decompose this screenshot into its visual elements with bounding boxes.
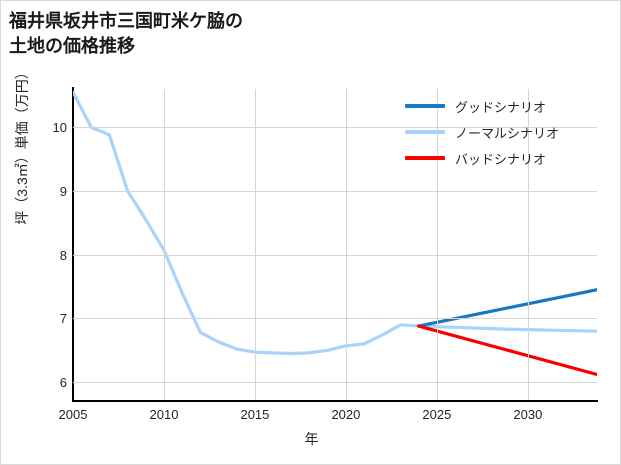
legend-label: バッドシナリオ — [455, 151, 547, 167]
x-tick-label: 2005 — [58, 407, 88, 422]
y-tick-label: 9 — [59, 183, 67, 199]
x-tick-label: 2010 — [149, 407, 179, 422]
series-lines — [73, 90, 597, 377]
gridline-horizontal — [73, 255, 597, 256]
series-line — [417, 324, 597, 377]
series-line — [417, 288, 597, 328]
y-tick-label: 8 — [59, 247, 67, 263]
legend-item[interactable]: グッドシナリオ — [405, 93, 605, 119]
gridline-vertical — [528, 89, 529, 400]
legend: グッドシナリオ ノーマルシナリオ バッドシナリオ — [405, 93, 605, 171]
y-axis-title: 坪（3.3㎡）単価（万円） — [14, 65, 30, 225]
gridline-horizontal — [73, 191, 597, 192]
legend-item[interactable]: ノーマルシナリオ — [405, 119, 605, 145]
legend-swatch-icon — [405, 104, 445, 108]
gridline-vertical — [164, 89, 165, 400]
page-title: 福井県坂井市三国町米ケ脇の 土地の価格推移 — [9, 11, 243, 56]
plot-area — [73, 89, 597, 400]
gridline-vertical — [255, 89, 256, 400]
x-tick-label: 2025 — [422, 407, 452, 422]
x-axis-title: 年 — [304, 431, 319, 447]
x-tick-label: 2015 — [240, 407, 270, 422]
y-axis-line — [72, 87, 74, 402]
y-tick-label: 7 — [59, 311, 67, 327]
x-tick-label: 2030 — [513, 407, 543, 422]
legend-swatch-icon — [405, 156, 445, 160]
legend-label: ノーマルシナリオ — [455, 125, 560, 141]
legend-swatch-icon — [405, 130, 445, 134]
legend-label: グッドシナリオ — [455, 99, 547, 115]
series-line — [73, 90, 597, 356]
y-tick-label: 10 — [52, 120, 67, 136]
x-tick-label: 2020 — [331, 407, 361, 422]
gridline-vertical — [346, 89, 347, 400]
gridline-vertical — [437, 89, 438, 400]
gridline-horizontal — [73, 382, 597, 383]
x-axis-line — [72, 400, 598, 402]
gridline-horizontal — [73, 318, 597, 319]
legend-item[interactable]: バッドシナリオ — [405, 145, 605, 171]
gridline-horizontal — [73, 127, 597, 128]
y-tick-label: 6 — [59, 375, 67, 391]
